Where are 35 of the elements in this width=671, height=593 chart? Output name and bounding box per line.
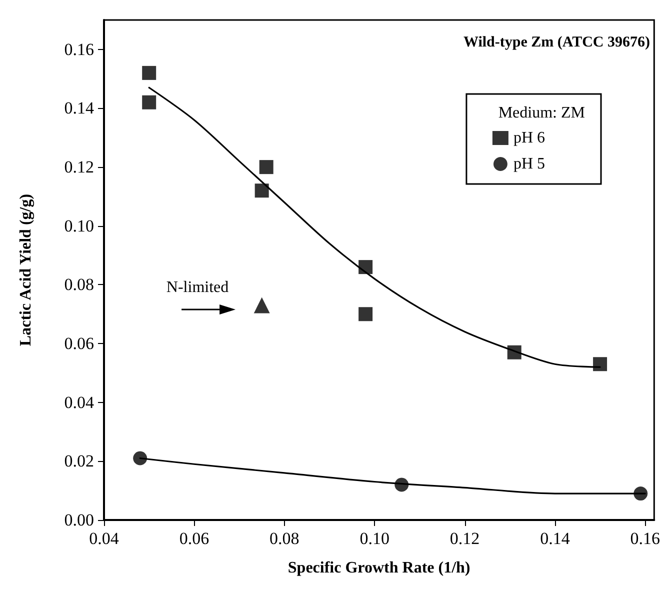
x-tick-label: 0.08 (270, 529, 300, 548)
x-tick-label: 0.12 (450, 529, 480, 548)
legend-label: pH 5 (513, 156, 546, 172)
y-tick-label: 0.10 (64, 216, 94, 236)
x-tick-label: 0.16 (630, 529, 660, 548)
point (133, 451, 148, 466)
y-tick-label: 0.06 (64, 334, 94, 354)
y-tick-label: 0.16 (64, 40, 94, 59)
legend-label: pH 6 (513, 130, 546, 146)
x-tick-label: 0.06 (179, 529, 210, 548)
y-tick-label: 0.04 (64, 392, 94, 412)
text: Wild-type Zm (ATCC 39676) (463, 34, 650, 50)
y-axis-title: Lactic Acid Yield (g/g) (18, 194, 34, 346)
point (634, 486, 648, 501)
point (254, 297, 270, 314)
point (142, 95, 156, 110)
point (358, 260, 373, 274)
x-tick-label: 0.14 (540, 529, 570, 548)
y-tick-label: 0.14 (64, 98, 94, 118)
point (259, 160, 274, 174)
point (394, 478, 409, 492)
y-tick-label: 0.02 (64, 452, 94, 471)
point (142, 66, 156, 80)
point (358, 307, 373, 322)
y-tick-label: 0.12 (64, 158, 94, 177)
x-axis-title: Specific Growth Rate (1/h) (288, 560, 470, 576)
annotation: N-limited (166, 279, 229, 296)
y-tick-label: 0.00 (64, 510, 94, 530)
point (507, 345, 522, 360)
x-tick-label: 0.10 (360, 529, 390, 548)
y-tick-label: 0.08 (64, 275, 94, 294)
point (593, 357, 608, 372)
point (254, 184, 269, 198)
x-tick-label: 0.04 (89, 529, 120, 548)
legend-title: Medium: ZM (498, 104, 586, 122)
